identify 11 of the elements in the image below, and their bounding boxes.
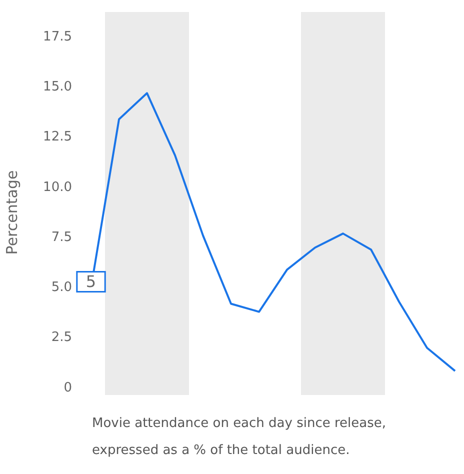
- data-label: 5: [86, 272, 96, 291]
- y-tick-label: 0: [64, 380, 72, 396]
- y-tick-label: 10.0: [43, 180, 72, 195]
- y-tick-label: 2.5: [51, 330, 72, 346]
- text: Movie attendance on each day since release, expressed as a % of the total audience.: [92, 415, 388, 460]
- y-tick-label: 7.5: [51, 230, 72, 245]
- y-axis-title: Percentage: [2, 170, 21, 255]
- y-tick-label: 5.0: [51, 280, 72, 296]
- y-tick-label: 12.5: [43, 130, 72, 145]
- y-tick-label: 15.0: [43, 80, 72, 95]
- y-tick-label: 17.5: [43, 29, 72, 44]
